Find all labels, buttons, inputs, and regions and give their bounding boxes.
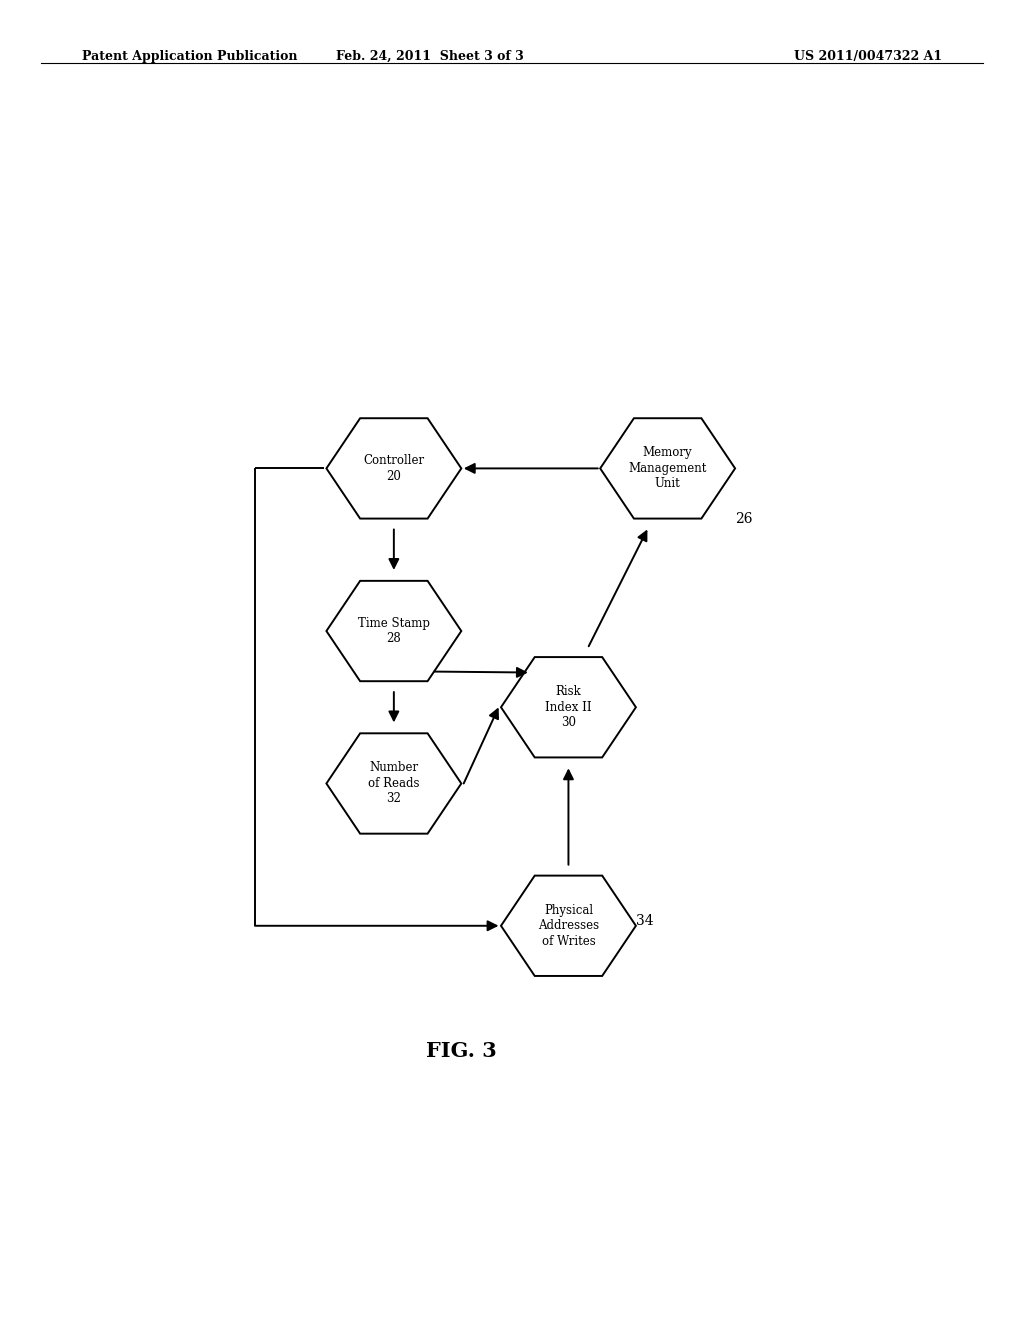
Text: Risk
Index II
30: Risk Index II 30 [545,685,592,729]
Text: US 2011/0047322 A1: US 2011/0047322 A1 [794,50,942,63]
Text: Patent Application Publication: Patent Application Publication [82,50,297,63]
Text: 26: 26 [735,512,753,527]
Polygon shape [501,657,636,758]
Polygon shape [327,581,462,681]
Polygon shape [327,734,462,834]
Text: Number
of Reads
32: Number of Reads 32 [368,762,420,805]
Text: Memory
Management
Unit: Memory Management Unit [629,446,707,491]
Polygon shape [327,418,462,519]
Text: Controller
20: Controller 20 [364,454,424,483]
Text: FIG. 3: FIG. 3 [426,1040,497,1061]
Text: 34: 34 [636,913,653,928]
Text: Feb. 24, 2011  Sheet 3 of 3: Feb. 24, 2011 Sheet 3 of 3 [336,50,524,63]
Text: Time Stamp
28: Time Stamp 28 [357,616,430,645]
Polygon shape [600,418,735,519]
Text: Physical
Addresses
of Writes: Physical Addresses of Writes [538,904,599,948]
Polygon shape [501,875,636,975]
